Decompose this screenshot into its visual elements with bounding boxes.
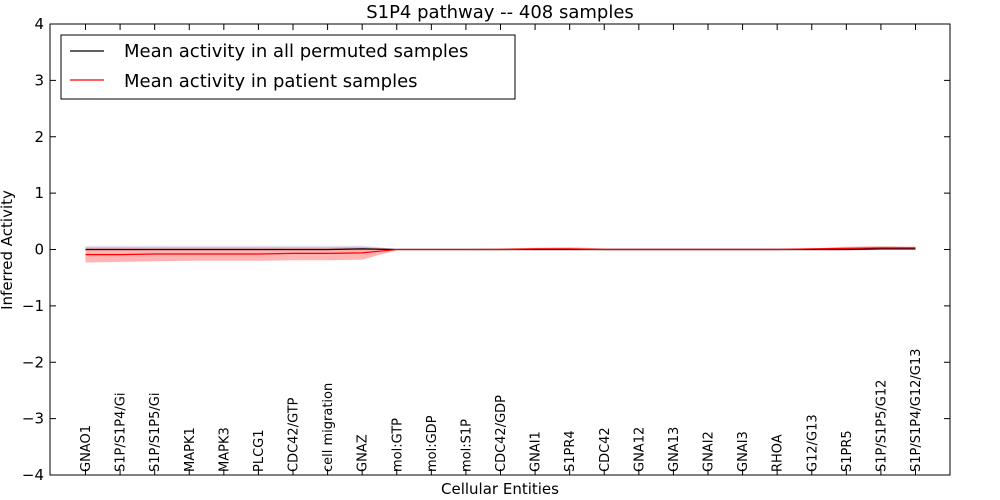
x-tick-label: GNAI2 — [702, 431, 717, 472]
x-tick-label: S1P/S1P4/G12/G13 — [909, 349, 924, 472]
x-tick-label: mol:GTP — [390, 418, 405, 472]
x-tick-label: mol:S1P — [459, 419, 474, 472]
chart-title: S1P4 pathway -- 408 samples — [366, 2, 634, 23]
y-tick-label: 3 — [34, 71, 44, 89]
x-tick-label: mol:GDP — [425, 415, 440, 472]
x-tick-label: G12/G13 — [805, 414, 820, 472]
y-tick-label: −4 — [22, 466, 44, 484]
x-tick-label: S1P/S1P5/Gi — [148, 393, 163, 472]
legend: Mean activity in all permuted samples Me… — [60, 34, 516, 100]
y-tick-label: 2 — [34, 128, 44, 146]
x-tick-label: S1PR4 — [563, 430, 578, 472]
x-tick-label: cell migration — [321, 383, 336, 472]
y-tick-label: −2 — [22, 353, 44, 371]
legend-box — [60, 34, 516, 100]
x-axis-label: Cellular Entities — [441, 480, 559, 498]
x-tick-label: GNA13 — [667, 427, 682, 472]
legend-label-patient: Mean activity in patient samples — [124, 71, 418, 92]
x-tick-label: RHOA — [771, 434, 786, 472]
y-tick-label: 4 — [34, 15, 44, 33]
x-tick-label: PLCG1 — [252, 429, 267, 472]
x-tick-label: GNAO1 — [79, 425, 94, 472]
x-tick-label: CDC42 — [598, 427, 613, 472]
x-tick-label: GNA12 — [632, 427, 647, 472]
x-tick-label: GNAZ — [356, 434, 371, 472]
x-tick-label: GNAI1 — [529, 431, 544, 472]
legend-label-permuted: Mean activity in all permuted samples — [124, 41, 468, 62]
y-axis-label: Inferred Activity — [0, 190, 16, 310]
line-patient — [85, 247, 916, 256]
y-tick-label: 0 — [34, 241, 44, 259]
x-tick-label: S1PR5 — [840, 430, 855, 472]
x-tick-label: S1P/S1P4/Gi — [114, 393, 129, 472]
y-tick-label: −1 — [22, 297, 44, 315]
y-tick-label: −3 — [22, 410, 44, 428]
x-tick-label: MAPK3 — [217, 427, 232, 472]
x-axis-tick-labels: GNAO1 S1P/S1P4/Gi S1P/S1P5/Gi MAPK1 MAPK3 PLC… — [79, 24, 924, 475]
band-patient — [85, 246, 916, 263]
x-tick-label: GNAI3 — [736, 431, 751, 472]
x-tick-label: CDC42/GDP — [494, 395, 509, 472]
y-axis-ticks: 4 3 2 1 0 −1 −2 −3 −4 — [22, 15, 950, 484]
series-lines — [85, 247, 916, 256]
x-tick-label: S1P/S1P5/G12 — [874, 380, 889, 472]
x-tick-label: MAPK1 — [183, 427, 198, 472]
y-tick-label: 1 — [34, 184, 44, 202]
x-tick-label: CDC42/GTP — [287, 397, 302, 472]
